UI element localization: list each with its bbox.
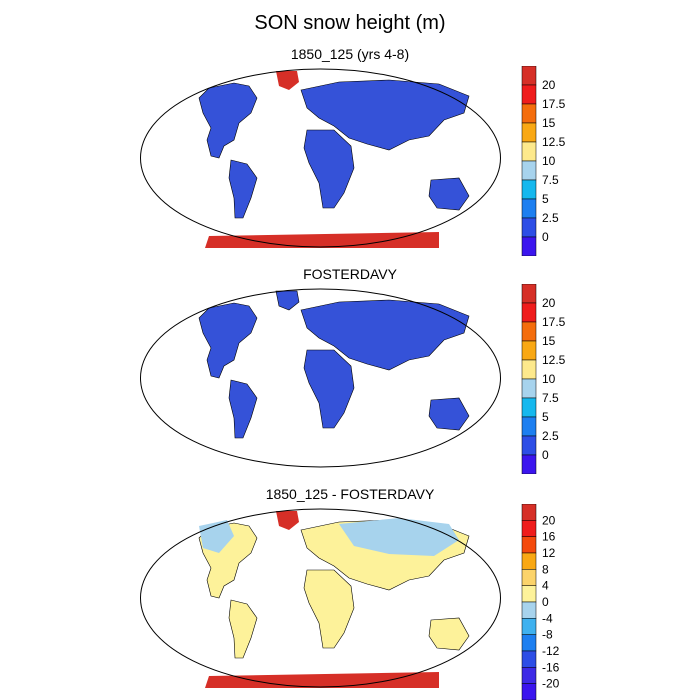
colorbar-label: 12.5: [542, 353, 566, 367]
colorbar-label: 7.5: [542, 391, 559, 405]
colorbar-label: 0: [542, 595, 549, 609]
map-boundary-2: [140, 288, 501, 468]
colorbar-swatch: [521, 667, 537, 684]
colorbar-label: 12: [542, 546, 556, 560]
land-panel-1: [198, 79, 470, 219]
colorbar-label: 12.5: [542, 135, 566, 149]
colorbar-label: 15: [542, 334, 556, 348]
colorbar-label: -8: [542, 628, 553, 642]
colorbar-swatch: [521, 66, 537, 86]
colorbar-label: 10: [542, 154, 556, 168]
antarctica-region: [205, 232, 439, 248]
colorbar-swatch: [521, 284, 537, 304]
colorbar-label: 20: [542, 78, 556, 92]
colorbar-2: 20 17.5 15 12.5 10 7.5 5 2.5 0: [521, 284, 566, 474]
colorbar-label: 16: [542, 530, 556, 544]
colorbar-swatch: [521, 321, 537, 342]
colorbar-swatch: [521, 536, 537, 554]
colorbar-swatch: [521, 179, 537, 200]
colorbar-label: 2.5: [542, 211, 559, 225]
colorbar-swatch: [521, 302, 537, 323]
land-panel-2: [198, 290, 470, 439]
colorbar-label: -12: [542, 644, 560, 658]
colorbar-label: 0: [542, 448, 549, 462]
colorbar-label: 10: [542, 372, 556, 386]
colorbar-label: 17.5: [542, 315, 566, 329]
map-boundary-3: [140, 508, 501, 688]
colorbar-swatch: [521, 454, 537, 474]
panel-1-title: 1850_125 (yrs 4-8): [290, 46, 410, 62]
figure-title: SON snow height (m): [254, 12, 446, 34]
map-panel-1: [140, 68, 501, 248]
colorbar-label: 15: [542, 116, 556, 130]
land-panel-3: [198, 519, 470, 659]
antarctica-region: [205, 672, 439, 688]
colorbar-swatch: [521, 683, 537, 700]
colorbar-swatch: [521, 397, 537, 418]
colorbar-swatch: [521, 650, 537, 668]
colorbar-swatch: [521, 160, 537, 181]
map-panel-2: [140, 288, 501, 468]
colorbar-label: 20: [542, 513, 556, 527]
colorbar-swatch: [521, 198, 537, 219]
greenland-region: [276, 511, 299, 530]
colorbar-swatch: [521, 359, 537, 380]
colorbar-swatch: [521, 378, 537, 399]
colorbar-label: -4: [542, 611, 553, 625]
colorbar-label: 2.5: [542, 429, 559, 443]
colorbar-swatch: [521, 122, 537, 143]
colorbar-label: -20: [542, 677, 560, 691]
colorbar-3: 20 16 12 8 4 0 -4 -8 -12 -16 -20: [521, 504, 560, 700]
colorbar-swatch: [521, 618, 537, 635]
colorbar-swatch: [521, 416, 537, 437]
colorbar-label: 0: [542, 230, 549, 244]
colorbar-label: 7.5: [542, 173, 559, 187]
colorbar-swatch: [521, 217, 537, 238]
map-boundary-1: [140, 68, 501, 248]
panel-3-title: 1850_125 - FOSTERDAVY: [265, 486, 435, 502]
colorbar-label: 5: [542, 410, 549, 424]
colorbar-swatch: [521, 601, 537, 619]
colorbar-swatch: [521, 504, 537, 521]
colorbar-swatch: [521, 585, 537, 603]
colorbar-label: 5: [542, 192, 549, 206]
colorbar-label: 8: [542, 562, 549, 576]
colorbar-swatch: [521, 141, 537, 162]
colorbar-swatch: [521, 236, 537, 256]
colorbar-swatch: [521, 569, 537, 586]
panel-2-title: FOSTERDAVY: [303, 266, 397, 282]
colorbar-swatch: [521, 84, 537, 105]
colorbar-1: 20 17.5 15 12.5 10 7.5 5 2.5 0: [521, 66, 566, 256]
colorbar-swatch: [521, 520, 537, 537]
colorbar-swatch: [521, 634, 537, 652]
map-panel-3: [140, 508, 501, 688]
colorbar-label: 4: [542, 579, 549, 593]
colorbar-swatch: [521, 103, 537, 124]
colorbar-label: 17.5: [542, 97, 566, 111]
colorbar-label: 20: [542, 296, 556, 310]
colorbar-swatch: [521, 552, 537, 570]
colorbar-label: -16: [542, 660, 560, 674]
colorbar-swatch: [521, 435, 537, 456]
greenland-region: [276, 71, 299, 90]
colorbar-swatch: [521, 340, 537, 361]
